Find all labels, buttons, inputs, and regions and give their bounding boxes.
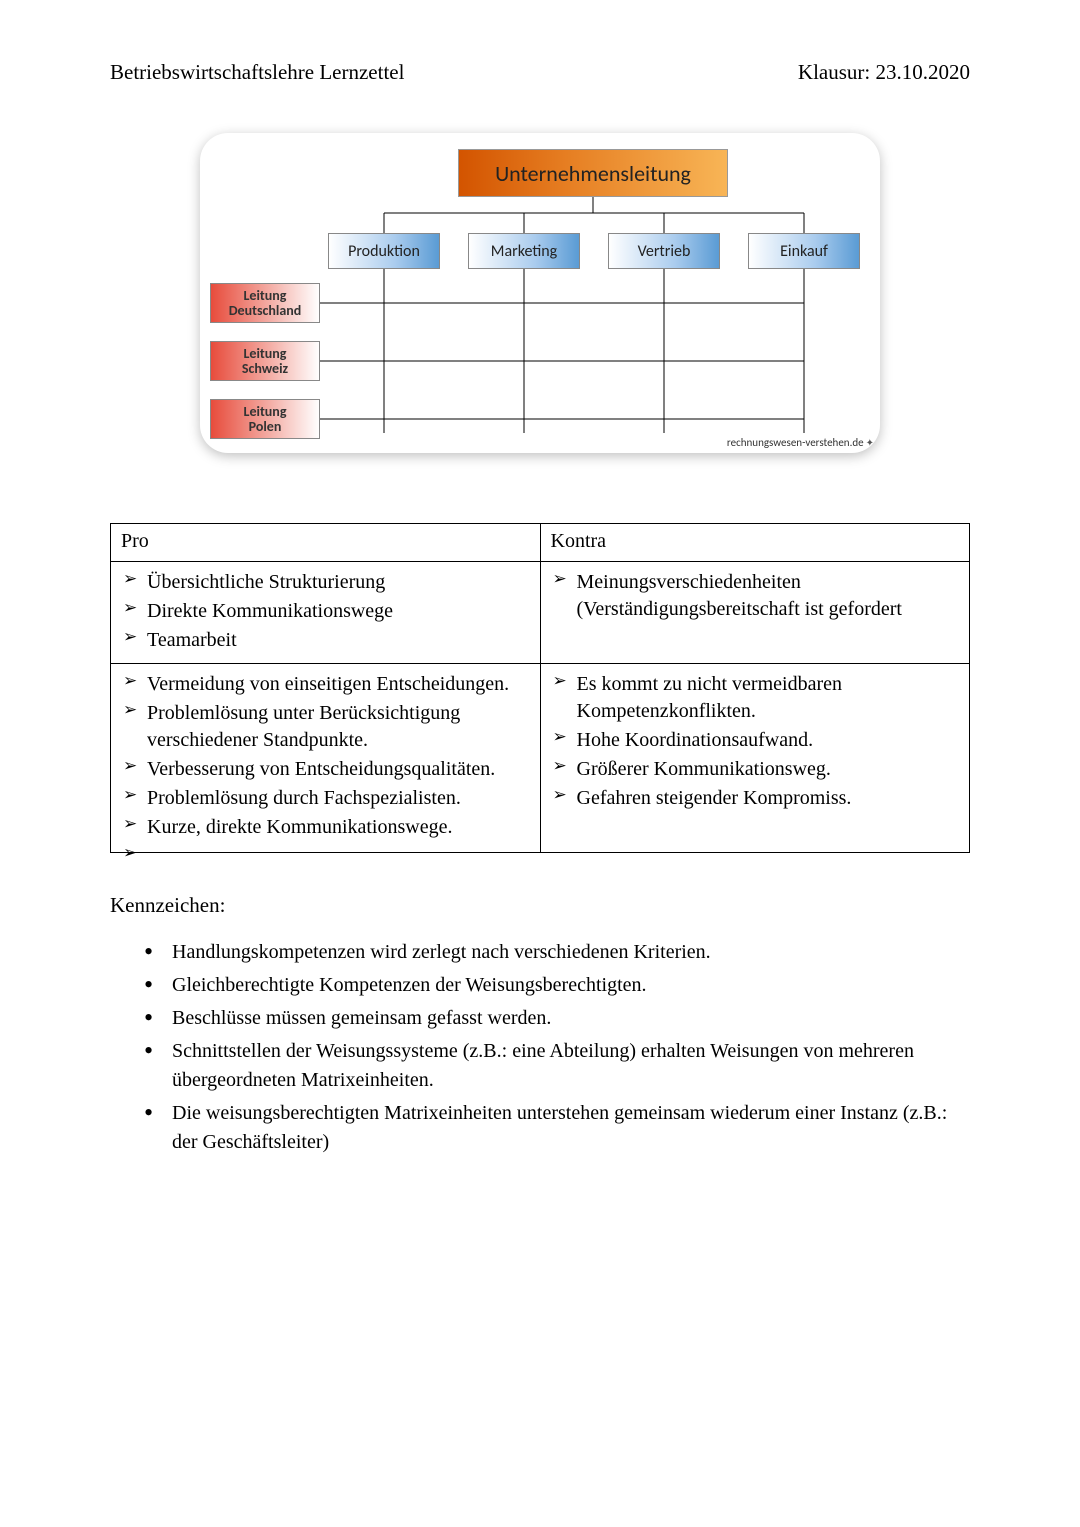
list-item: Gleichberechtigte Kompetenzen der Weisun… <box>172 969 970 1002</box>
header-left: Betriebswirtschaftslehre Lernzettel <box>110 60 404 85</box>
kennzeichen-list: Handlungskompetenzen wird zerlegt nach v… <box>110 936 970 1159</box>
col-label: Marketing <box>491 242 557 261</box>
header-right: Klausur: 23.10.2020 <box>798 60 970 85</box>
list-item: Problemlösung unter Berücksichtigung ver… <box>147 699 530 755</box>
list-item: Die weisungsberechtigten Matrixeinheiten… <box>172 1097 970 1159</box>
cell-kontra: Meinungsverschiedenheiten (Verständigung… <box>540 562 970 664</box>
col-label: Produktion <box>348 242 420 261</box>
list-item: Teamarbeit <box>147 626 530 655</box>
org-chart: Unternehmensleitung Produktion Marketing… <box>200 133 880 453</box>
org-top-box: Unternehmensleitung <box>458 149 728 197</box>
row-label: LeitungSchweiz <box>242 346 288 377</box>
col-label: Einkauf <box>780 242 828 261</box>
list-item: Schnittstellen der Weisungssysteme (z.B.… <box>172 1035 970 1097</box>
table-row: Vermeidung von einseitigen Entscheidunge… <box>111 664 970 853</box>
list-item: Verbesserung von Entscheidungsqualitäten… <box>147 755 530 784</box>
org-row-schweiz: LeitungSchweiz <box>210 341 320 381</box>
cell-kontra: Es kommt zu nicht vermeidbaren Kompetenz… <box>540 664 970 853</box>
row-label: LeitungDeutschland <box>229 288 302 319</box>
diagram-source: rechnungswesen-verstehen.de <box>727 436 874 449</box>
org-col-einkauf: Einkauf <box>748 233 860 269</box>
list-item: Hohe Koordinationsaufwand. <box>577 726 960 755</box>
list-item: Es kommt zu nicht vermeidbaren Kompetenz… <box>577 670 960 726</box>
list-item: Problemlösung durch Fachspezialisten. <box>147 784 530 813</box>
org-col-vertrieb: Vertrieb <box>608 233 720 269</box>
list-item <box>147 842 530 844</box>
list-item: Handlungskompetenzen wird zerlegt nach v… <box>172 936 970 969</box>
list-item: Meinungsverschiedenheiten (Verständigung… <box>577 568 960 624</box>
list-item: Vermeidung von einseitigen Entscheidunge… <box>147 670 530 699</box>
col-label: Vertrieb <box>638 242 691 261</box>
list-item: Gefahren steigender Kompromiss. <box>577 784 960 813</box>
page-header: Betriebswirtschaftslehre Lernzettel Klau… <box>110 60 970 85</box>
org-col-produktion: Produktion <box>328 233 440 269</box>
pro-kontra-table: Pro Kontra Übersichtliche Strukturierung… <box>110 523 970 853</box>
cell-pro: Vermeidung von einseitigen Entscheidunge… <box>111 664 541 853</box>
org-row-polen: LeitungPolen <box>210 399 320 439</box>
kennzeichen-title: Kennzeichen: <box>110 893 970 918</box>
list-item: Beschlüsse müssen gemeinsam gefasst werd… <box>172 1002 970 1035</box>
list-item: Kurze, direkte Kommunikationswege. <box>147 813 530 842</box>
org-col-marketing: Marketing <box>468 233 580 269</box>
list-item: Größerer Kommunikationsweg. <box>577 755 960 784</box>
th-kontra: Kontra <box>540 524 970 562</box>
row-label: LeitungPolen <box>244 404 287 435</box>
org-row-deutschland: LeitungDeutschland <box>210 283 320 323</box>
list-item: Direkte Kommunikationswege <box>147 597 530 626</box>
list-item: Übersichtliche Strukturierung <box>147 568 530 597</box>
th-pro: Pro <box>111 524 541 562</box>
cell-pro: Übersichtliche StrukturierungDirekte Kom… <box>111 562 541 664</box>
org-top-label: Unternehmensleitung <box>495 160 691 187</box>
table-row: Übersichtliche StrukturierungDirekte Kom… <box>111 562 970 664</box>
